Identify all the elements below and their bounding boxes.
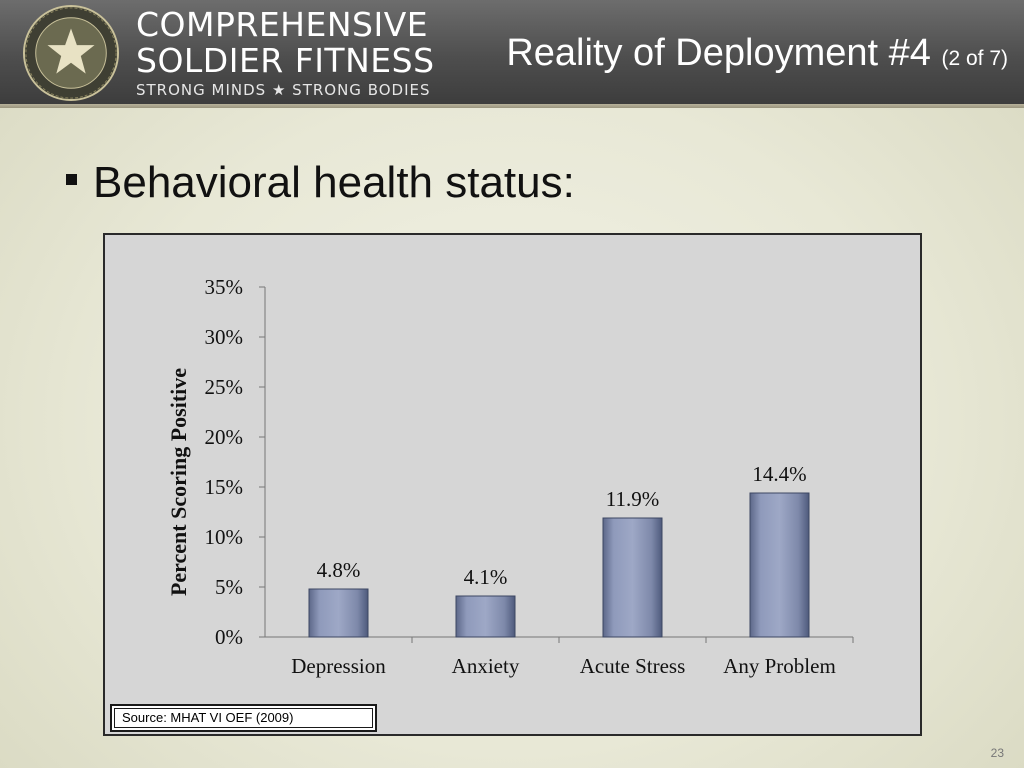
y-tick-label: 0% — [215, 625, 243, 649]
data-label: 11.9% — [606, 487, 659, 511]
y-tick-label: 25% — [205, 375, 244, 399]
y-tick-label: 10% — [205, 525, 244, 549]
bar-acute-stress — [602, 517, 663, 638]
source-box: Source: MHAT VI OEF (2009) — [110, 704, 377, 732]
bar-chart: 0% 5% 10% 15% 20% 25% 30% 35% Percent Scoring Po… — [166, 275, 854, 678]
y-tick-label: 30% — [205, 325, 244, 349]
y-tick-label: 20% — [205, 425, 244, 449]
y-tick-label: 15% — [205, 475, 244, 499]
csf-seal-icon — [22, 4, 120, 102]
source-text: Source: MHAT VI OEF (2009) — [114, 708, 373, 728]
brand-line-2: SOLDIER FITNESS — [136, 41, 435, 80]
bullet-square-icon — [66, 173, 77, 185]
x-tick-label: Any Problem — [723, 654, 836, 678]
header-divider — [0, 104, 1024, 108]
bar-anxiety — [455, 595, 516, 638]
bar-depression — [308, 588, 369, 638]
bar-any-problem — [749, 492, 810, 638]
slide-title-main: Reality of Deployment #4 — [506, 32, 931, 74]
chart-frame: 0% 5% 10% 15% 20% 25% 30% 35% Percent Scoring Po… — [103, 233, 922, 736]
x-tick-label: Anxiety — [452, 654, 520, 678]
data-label: 14.4% — [752, 462, 806, 486]
data-label: 4.1% — [464, 565, 508, 589]
brand-logotype: COMPREHENSIVE SOLDIER FITNESS STRONG MIN… — [136, 8, 435, 98]
slide-title: Reality of Deployment #4 (2 of 7) — [506, 32, 1008, 75]
brand-tagline: STRONG MINDS ★ STRONG BODIES — [136, 81, 431, 99]
bullet-text: Behavioral health status: — [93, 158, 575, 207]
x-tick-label: Acute Stress — [580, 654, 686, 678]
y-tick-label: 35% — [205, 275, 244, 299]
brand-line-1: COMPREHENSIVE — [136, 5, 429, 44]
bullet-point: Behavioral health status: — [66, 158, 575, 208]
data-label: 4.8% — [317, 558, 361, 582]
y-tick-label: 5% — [215, 575, 243, 599]
y-axis-title: Percent Scoring Positive — [166, 368, 191, 596]
slide-title-sub: (2 of 7) — [941, 47, 1008, 70]
slide-header: COMPREHENSIVE SOLDIER FITNESS STRONG MIN… — [0, 0, 1024, 104]
page-number: 23 — [990, 746, 1004, 760]
x-tick-label: Depression — [291, 654, 386, 678]
